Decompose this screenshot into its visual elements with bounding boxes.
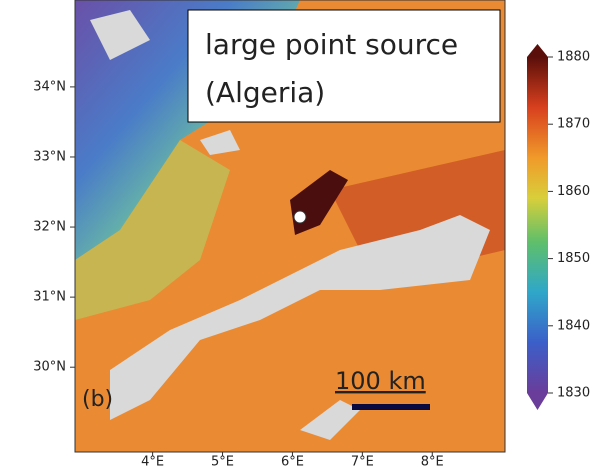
panel-label: (b) — [82, 387, 113, 412]
colorbar — [527, 44, 548, 410]
lat-label: 33°N — [33, 149, 66, 164]
colorbar-label: 1870 — [557, 117, 590, 132]
colorbar-label: 1850 — [557, 251, 590, 266]
colorbar-label: 1860 — [557, 184, 590, 199]
source-marker — [294, 211, 306, 223]
lon-label: 8°E — [421, 455, 444, 467]
lat-label: 31°N — [33, 290, 66, 305]
lat-label: 30°N — [33, 360, 66, 375]
colorbar-label: 1880 — [557, 50, 590, 65]
colorbar-body — [527, 57, 548, 393]
colorbar-extend — [527, 44, 548, 57]
figure: large point source (Algeria) (b) 100 km … — [0, 0, 610, 467]
lon-label: 4°E — [141, 455, 164, 467]
lon-label: 5°E — [211, 455, 234, 467]
colorbar-extend — [527, 393, 548, 410]
annotation-line: large point source — [205, 28, 458, 61]
scale-bar-label: 100 km — [335, 367, 426, 395]
annotation-line: (Algeria) — [205, 76, 325, 109]
lat-label: 34°N — [33, 79, 66, 94]
colorbar-label: 1840 — [557, 318, 590, 333]
lat-label: 32°N — [33, 220, 66, 235]
colorbar-label: 1830 — [557, 386, 590, 401]
lon-label: 7°E — [351, 455, 374, 467]
lon-label: 6°E — [281, 455, 304, 467]
